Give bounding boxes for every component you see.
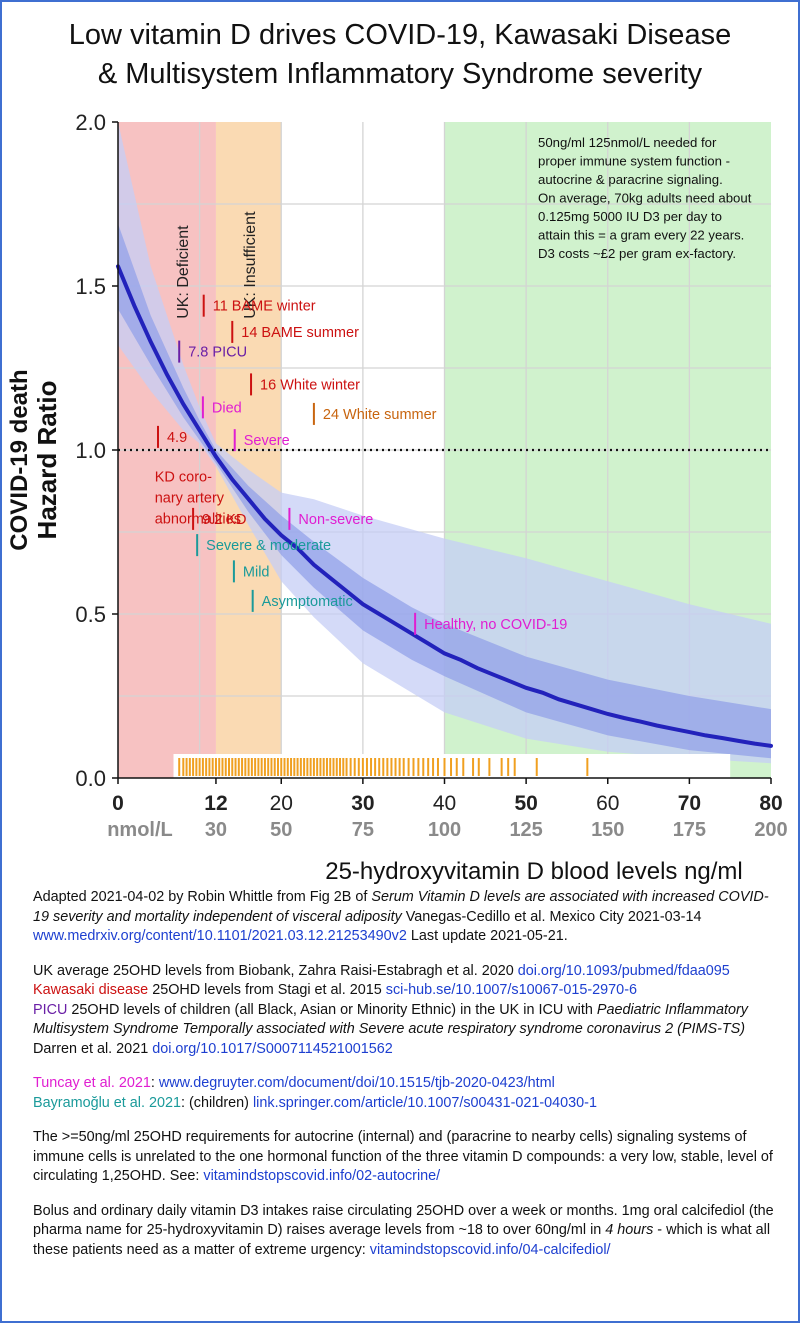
annotations: 11 BAME winter 14 BAME summer 7.8 PICU 16 W…: [155, 294, 567, 635]
x-tick-label: 30: [351, 792, 374, 815]
annotation-label: Severe & moderate: [206, 538, 331, 554]
annotation-label: Non-severe: [298, 512, 373, 528]
info-box-line: attain this = a gram every 22 years.: [538, 228, 744, 243]
hazard-ratio-chart: UK: Deficient UK: Insufficient 11 BAME wi…: [6, 110, 788, 885]
annotation-label: 11 BAME winter: [213, 299, 316, 315]
caption-calcifediol: Bolus and ordinary daily vitamin D3 inta…: [33, 1202, 783, 1261]
x-tick-label: 80: [759, 792, 782, 815]
calcifediol-link[interactable]: vitamindstopscovid.info/04-calcifediol/: [369, 1241, 611, 1258]
caption-source: Adapted 2021-04-02 by Robin Whittle from…: [33, 888, 783, 947]
chart-title: Low vitamin D drives COVID-19, Kawasaki …: [0, 16, 800, 94]
nmol-tick-label: 50: [270, 819, 292, 841]
zone-label-deficient: UK: Deficient: [175, 225, 192, 319]
gridlines: [118, 122, 771, 778]
info-box-line: autocrine & paracrine signaling.: [538, 172, 723, 187]
nmol-tick-label: 75: [352, 819, 374, 841]
bayramoglu-label: Bayramoğlu et al. 2021: [33, 1094, 181, 1111]
x-tick-label: 70: [678, 792, 701, 815]
kd-coronary-label: KD coro-: [155, 469, 212, 485]
caption-text: : (children): [181, 1094, 253, 1111]
caption-text: Vanegas-Cedillo et al. Mexico City 2021-…: [401, 908, 702, 925]
nmol-unit-label: nmol/L: [107, 819, 173, 841]
zone-labels: UK: Deficient UK: Insufficient: [175, 211, 259, 319]
caption-autocrine: The >=50ng/ml 25OHD requirements for aut…: [33, 1128, 783, 1187]
darren-link[interactable]: doi.org/10.1017/S0007114521001562: [152, 1040, 393, 1057]
paper-title: Serum Vitamin D levels are associated wi…: [33, 889, 769, 925]
nmol-tick-label: 150: [591, 819, 624, 841]
picu-label: PICU: [33, 1001, 68, 1018]
x-tick-label: 12: [204, 792, 227, 815]
ci-band-outer: [118, 122, 771, 764]
hazard-ratio-curve: [116, 264, 773, 748]
biobank-link[interactable]: doi.org/10.1093/pubmed/fdaa095: [517, 962, 730, 979]
caption-text: UK average 25OHD levels from Biobank, Za…: [33, 962, 518, 979]
caption-text: The >=50ng/ml 25OHD requirements for aut…: [33, 1129, 773, 1184]
x-tick-label: 60: [596, 792, 619, 815]
caption-text: - which is what all these patients need …: [33, 1222, 771, 1258]
annotation-label: 16 White winter: [260, 377, 360, 393]
tuncay-label: Tuncay et al. 2021: [33, 1075, 151, 1091]
title-line-1: Low vitamin D drives COVID-19, Kawasaki …: [68, 19, 732, 51]
y-tick-label: 0.0: [75, 766, 106, 791]
info-box-line: D3 costs ~£2 per gram ex-factory.: [538, 246, 736, 261]
annotation-label: Mild: [243, 564, 270, 580]
caption-text: Bolus and ordinary daily vitamin D3 inta…: [33, 1202, 774, 1239]
annotation-label: 7.8 PICU: [188, 345, 247, 361]
y-axis-title-line-1: COVID-19 death: [6, 369, 33, 550]
nmol-tick-label: 175: [673, 819, 706, 841]
x-tick-label: 50: [514, 792, 537, 815]
stagi-link[interactable]: sci-hub.se/10.1007/s10067-015-2970-6: [385, 982, 637, 998]
springer-link[interactable]: link.springer.com/article/10.1007/s00431…: [252, 1094, 597, 1111]
nmol-tick-label: 100: [428, 819, 461, 841]
annotation-label: Asymptomatic: [262, 594, 353, 610]
nmol-tick-label: 125: [509, 819, 542, 841]
info-box-line: 50ng/ml 125nmol/L needed for: [538, 135, 717, 150]
caption-text: 25OHD levels of children (all Black, Asi…: [67, 1001, 597, 1018]
annotation-label: Died: [212, 400, 242, 416]
info-box-line: On average, 70kg adults need about: [538, 191, 752, 206]
y-tick-label: 1.5: [75, 274, 106, 299]
x-tick-label: 20: [270, 792, 293, 815]
x-axis-title: 25-hydroxyvitamin D blood levels ng/ml: [325, 858, 743, 885]
x-tick-label: 0: [112, 792, 124, 815]
zone-label-insufficient: UK: Insufficient: [242, 211, 259, 319]
kd-coronary-label: abnormalities: [155, 511, 241, 527]
x-tick-label: 40: [433, 792, 456, 815]
annotation-label: Severe: [244, 433, 290, 449]
y-axis-title-line-2: Hazard Ratio: [32, 381, 62, 540]
caption: Adapted 2021-04-02 by Robin Whittle from…: [33, 888, 783, 1275]
caption-text: :: [150, 1075, 159, 1091]
data-rug: [173, 754, 731, 778]
info-box-line: 0.125mg 5000 IU D3 per day to: [538, 209, 722, 224]
y-tick-label: 0.5: [75, 602, 106, 627]
caption-extra-studies: Tuncay et al. 2021: www.degruyter.com/do…: [33, 1074, 783, 1113]
title-line-2: & Multisystem Inflammatory Syndrome seve…: [97, 58, 703, 90]
emphasis-4-hours: 4 hours: [605, 1222, 654, 1238]
autocrine-link[interactable]: vitamindstopscovid.info/02-autocrine/: [203, 1168, 441, 1184]
axes: 0.0 0.5 1.0 1.5 2.0 0 12 20 30 40 50 60 70 80 nmol/L 30…: [6, 110, 788, 885]
caption-text: Darren et al. 2021: [33, 1040, 153, 1057]
caption-text: 25OHD levels from Stagi et al. 2015: [148, 982, 386, 998]
nmol-tick-label: 200: [754, 819, 787, 841]
annotation-label: 24 White summer: [323, 407, 437, 423]
y-tick-label: 2.0: [75, 110, 106, 135]
caption-references: UK average 25OHD levels from Biobank, Za…: [33, 962, 783, 1060]
annotation-label: 4.9: [167, 430, 187, 446]
medrxiv-link[interactable]: www.medrxiv.org/content/10.1101/2021.03.…: [33, 928, 407, 944]
nmol-tick-label: 30: [205, 819, 227, 841]
degruyter-link[interactable]: www.degruyter.com/document/doi/10.1515/t…: [158, 1075, 555, 1091]
annotation-label: 14 BAME summer: [241, 325, 359, 341]
annotation-label: Healthy, no COVID-19: [424, 617, 567, 633]
caption-text: Adapted 2021-04-02 by Robin Whittle from…: [33, 889, 372, 905]
y-tick-label: 1.0: [75, 438, 106, 463]
info-box-line: proper immune system function -: [538, 154, 730, 169]
annotation-label: 9.2 KD: [202, 512, 246, 528]
hazard-curve-group: [116, 264, 773, 748]
info-box: 50ng/ml 125nmol/L needed for proper immun…: [538, 135, 752, 261]
kd-coronary-label: nary artery: [155, 490, 225, 506]
kawasaki-label: Kawasaki disease: [33, 982, 149, 998]
pims-title: Paediatric Inflammatory Multisystem Synd…: [33, 1001, 749, 1038]
caption-text: Last update 2021-05-21.: [406, 928, 568, 944]
